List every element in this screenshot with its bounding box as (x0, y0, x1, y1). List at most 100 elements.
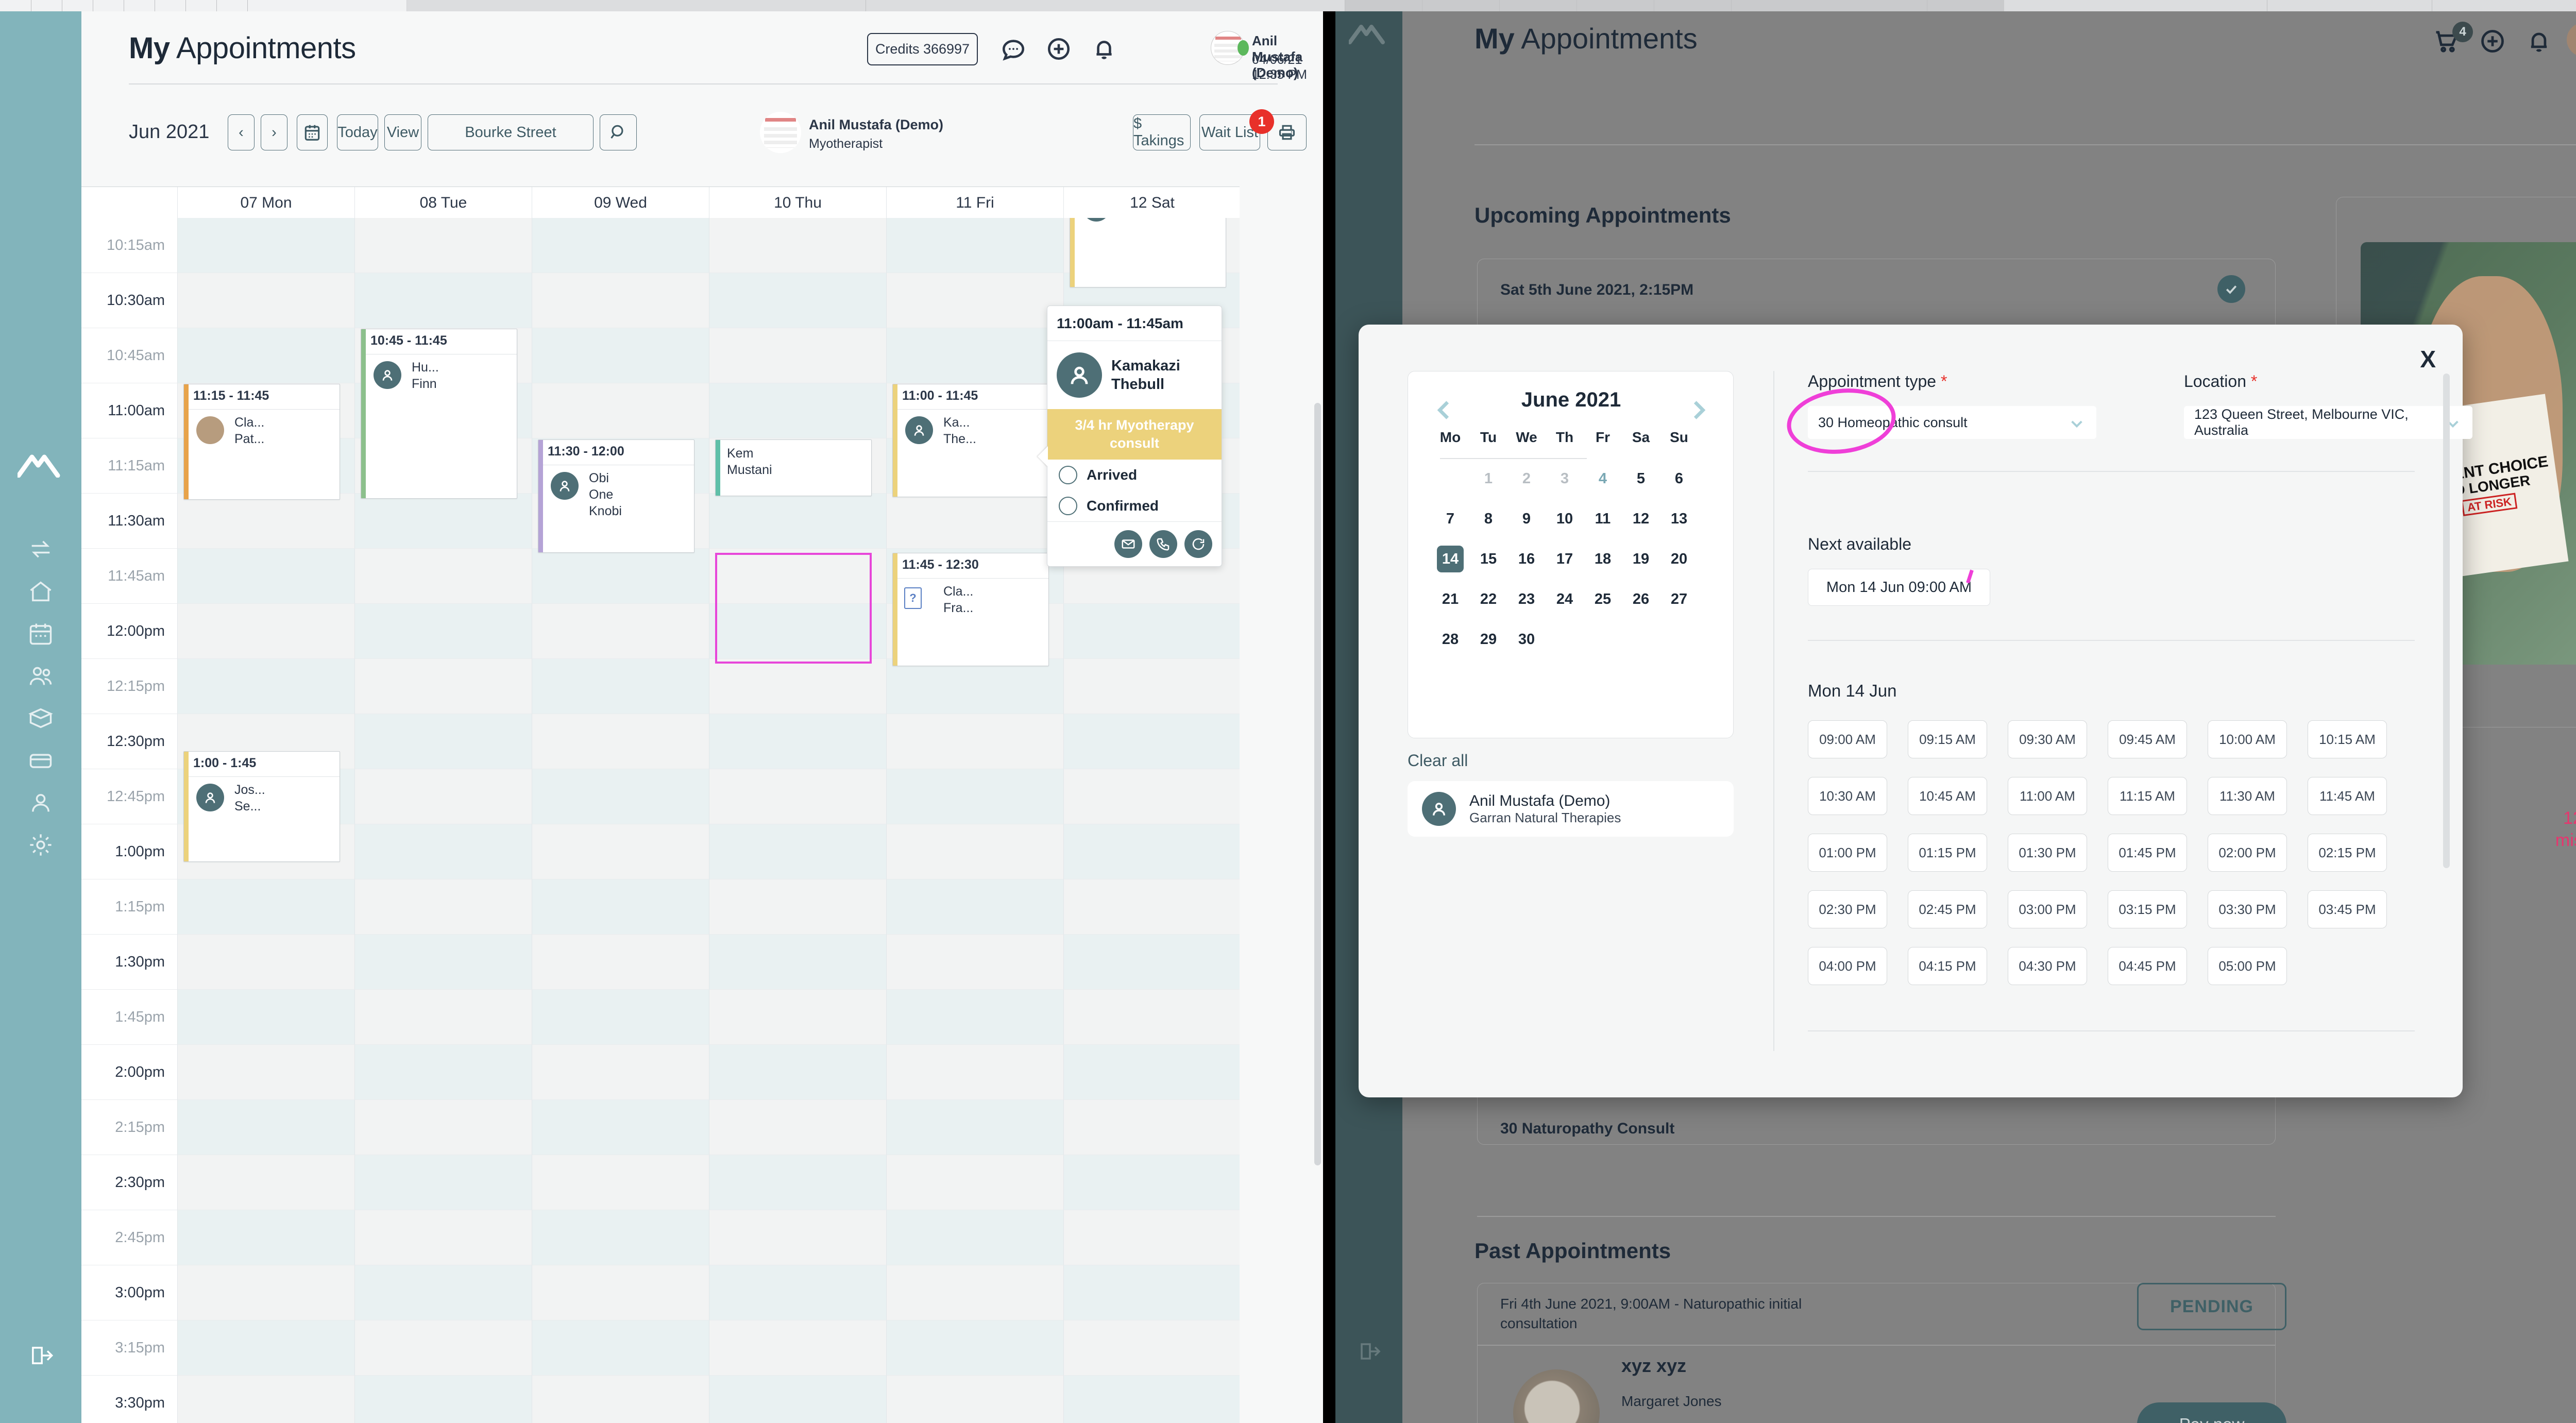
sidebar-item-home[interactable] (23, 574, 58, 609)
calendar-slot[interactable] (532, 1320, 709, 1376)
next-period-button[interactable]: › (261, 114, 287, 150)
search-button[interactable] (600, 114, 637, 150)
timeslot-button[interactable]: 03:00 PM (2008, 890, 2087, 928)
timeslot-button[interactable]: 01:00 PM (1808, 834, 1887, 872)
calendar-slot[interactable] (532, 1265, 709, 1320)
calendar-slot[interactable] (532, 935, 709, 990)
datepicker-day[interactable]: 20 (1670, 550, 1688, 567)
location-select[interactable]: Bourke Street (428, 114, 594, 150)
timeslot-button[interactable]: 03:30 PM (2208, 890, 2287, 928)
datepicker-day[interactable]: 29 (1480, 631, 1497, 648)
calendar-slot[interactable] (886, 1210, 1063, 1265)
appointment-block[interactable]: 11:00 - 11:45 Ka... The... (892, 384, 1049, 497)
calendar-body[interactable]: 10:15am 10:30am 10:45am 11:00am 11:15am 11:30… (81, 218, 1240, 1423)
calendar-slot[interactable] (709, 1210, 886, 1265)
datepicker-day[interactable]: 15 (1480, 550, 1497, 567)
calendar-slot[interactable] (532, 714, 709, 769)
datepicker-day[interactable]: 11 (1595, 510, 1611, 527)
timeslot-button[interactable]: 11:00 AM (2008, 777, 2087, 815)
sidebar-item-patients[interactable] (23, 658, 58, 693)
calendar-slot[interactable] (886, 1100, 1063, 1155)
calendar-slot[interactable] (354, 549, 532, 604)
calendar-slot[interactable] (532, 1210, 709, 1265)
calendar-slot[interactable] (886, 1320, 1063, 1376)
timeslot-button[interactable]: 11:30 AM (2208, 777, 2287, 815)
calendar-slot[interactable] (177, 1210, 354, 1265)
timeslot-button[interactable]: 10:45 AM (1908, 777, 1987, 815)
calendar-slot[interactable] (177, 1155, 354, 1210)
calendar-slot[interactable] (709, 879, 886, 935)
timeslot-button[interactable]: 03:15 PM (2108, 890, 2187, 928)
calendar-slot[interactable] (1063, 1045, 1240, 1100)
calendar-slot[interactable] (532, 990, 709, 1045)
popup-status-option[interactable]: Confirmed (1047, 490, 1222, 521)
calendar-slot[interactable] (532, 549, 709, 604)
calendar-slot[interactable] (354, 879, 532, 935)
datepicker-next-button[interactable] (1686, 398, 1710, 422)
timeslot-button[interactable]: 01:30 PM (2008, 834, 2087, 872)
next-available-button[interactable]: Mon 14 Jun 09:00 AM (1808, 569, 1990, 606)
timeslot-button[interactable]: 10:30 AM (1808, 777, 1887, 815)
calendar-slot[interactable] (354, 1376, 532, 1423)
sidebar-item-settings[interactable] (23, 827, 58, 862)
today-button[interactable]: Today (337, 114, 378, 150)
takings-button[interactable]: $ Takings (1133, 114, 1191, 150)
timeslot-button[interactable]: 03:45 PM (2308, 890, 2387, 928)
datepicker-day[interactable]: 24 (1556, 590, 1573, 607)
calendar-slot[interactable] (709, 218, 886, 273)
calendar-slot[interactable] (709, 1155, 886, 1210)
calendar-slot[interactable] (354, 494, 532, 549)
calendar-slot[interactable] (177, 1100, 354, 1155)
calendar-slot[interactable] (177, 1045, 354, 1100)
calendar-slot[interactable] (886, 273, 1063, 328)
calendar-slot[interactable] (1063, 604, 1240, 659)
datepicker-day[interactable]: 5 (1636, 470, 1646, 487)
calendar-slot[interactable] (709, 1100, 886, 1155)
timeslot-button[interactable]: 10:15 AM (2308, 720, 2387, 758)
calendar-slot[interactable] (709, 659, 886, 714)
calendar-slot[interactable] (354, 273, 532, 328)
appointment-block[interactable]: Kem Mustani (715, 439, 872, 496)
calendar-slot[interactable] (532, 1100, 709, 1155)
email-icon[interactable] (1114, 530, 1142, 558)
calendar-slot[interactable] (354, 935, 532, 990)
calendar-slot[interactable] (177, 549, 354, 604)
calendar-slot[interactable] (1063, 1376, 1240, 1423)
timeslot-button[interactable]: 04:00 PM (1808, 947, 1887, 985)
datepicker-day[interactable]: 10 (1556, 510, 1573, 527)
appointment-block[interactable]: 11:15 - 11:45 Cla... Pat... (183, 384, 340, 500)
timeslot-button[interactable]: 02:00 PM (2208, 834, 2287, 872)
calendar-slot[interactable] (709, 1320, 886, 1376)
calendar-slot[interactable] (709, 935, 886, 990)
calendar-slot[interactable] (177, 1265, 354, 1320)
radio-button[interactable] (1059, 497, 1077, 516)
datepicker-day[interactable]: 12 (1632, 510, 1650, 527)
prev-period-button[interactable]: ‹ (228, 114, 255, 150)
view-button[interactable]: View (384, 114, 421, 150)
calendar-slot[interactable] (886, 659, 1063, 714)
calendar-slot[interactable] (709, 1265, 886, 1320)
calendar-slot[interactable] (709, 1045, 886, 1100)
calendar-slot[interactable] (177, 990, 354, 1045)
timeslot-button[interactable]: 04:15 PM (1908, 947, 1987, 985)
calendar-slot[interactable] (354, 824, 532, 879)
calendar-slot[interactable] (886, 769, 1063, 824)
pay-now-button[interactable]: Pay now (2137, 1402, 2286, 1423)
calendar-slot[interactable] (532, 824, 709, 879)
calendar-slot[interactable] (886, 879, 1063, 935)
timeslot-button[interactable]: 11:15 AM (2108, 777, 2187, 815)
timeslot-button[interactable]: 01:45 PM (2108, 834, 2187, 872)
sidebar-item-logout[interactable] (1353, 1335, 1385, 1367)
calendar-slot[interactable] (354, 604, 532, 659)
calendar-slot[interactable] (886, 1155, 1063, 1210)
datepicker-day[interactable]: 1 (1484, 470, 1493, 487)
calendar-slot[interactable] (177, 328, 354, 383)
calendar-slot[interactable] (1063, 769, 1240, 824)
datepicker-day[interactable]: 7 (1446, 510, 1455, 527)
datepicker-day[interactable]: 27 (1670, 590, 1688, 607)
calendar-slot[interactable] (709, 328, 886, 383)
calendar-slot[interactable] (709, 549, 886, 604)
calendar-slot[interactable] (177, 1320, 354, 1376)
modal-practitioner-card[interactable]: Anil Mustafa (Demo) Garran Natural Thera… (1408, 781, 1734, 837)
calendar-slot[interactable] (177, 494, 354, 549)
